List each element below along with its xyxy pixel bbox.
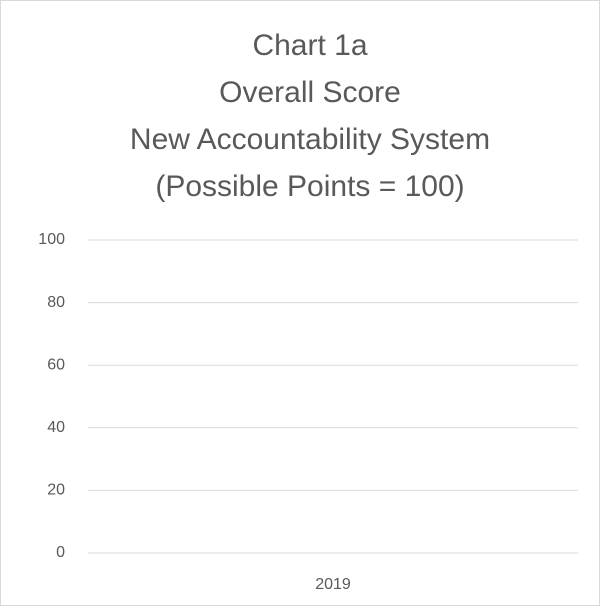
y-tick-label: 0 xyxy=(56,544,65,561)
y-tick-label: 100 xyxy=(38,231,65,248)
chart-title: Chart 1a xyxy=(252,29,367,62)
y-tick-label: 40 xyxy=(47,419,65,436)
y-tick-label: 60 xyxy=(47,356,65,373)
x-tick-label: 2019 xyxy=(315,576,351,593)
chart-title: Overall Score xyxy=(219,76,401,109)
y-tick-label: 20 xyxy=(47,482,65,499)
chart-title: (Possible Points = 100) xyxy=(155,170,464,203)
chart-title: New Accountability System xyxy=(130,123,490,156)
y-tick-label: 80 xyxy=(47,294,65,311)
